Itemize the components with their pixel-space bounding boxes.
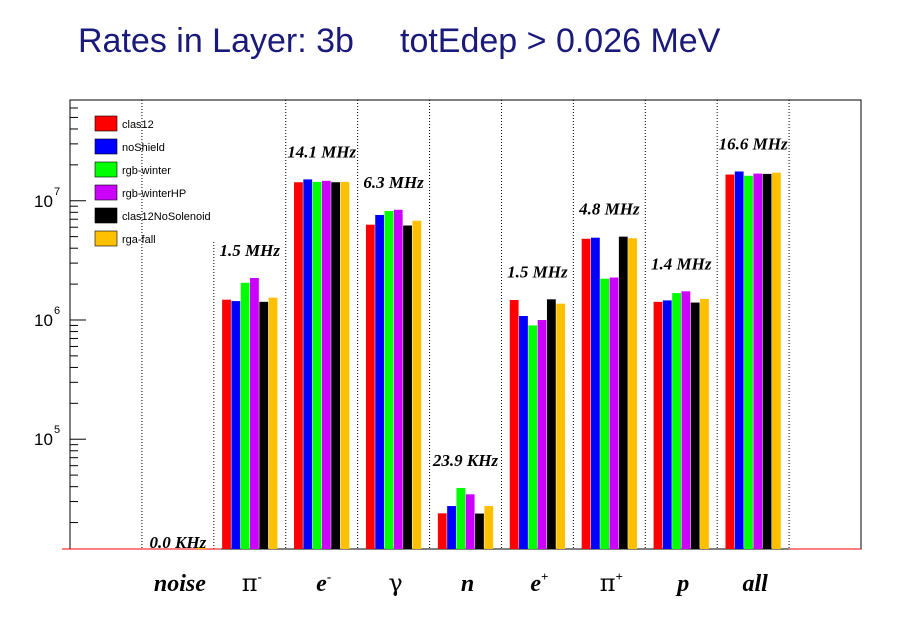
chart-title-right: totEdep > 0.026 MeV <box>400 22 721 60</box>
bar-clas12NoSolenoid <box>259 301 269 549</box>
y-tick-label-base: 10 <box>34 430 53 449</box>
bar-rga-fall <box>268 297 278 549</box>
bar-clas12NoSolenoid <box>618 236 628 549</box>
bar-clas12NoSolenoid <box>762 173 772 549</box>
bar-rgb-winter <box>456 487 466 549</box>
y-tick-label-exponent: 7 <box>54 186 60 198</box>
rate-label: 0.0 KHz <box>150 533 207 552</box>
category-label: π- <box>242 569 262 597</box>
category-label: all <box>742 571 768 597</box>
category-label: noise <box>154 571 206 597</box>
bar-noShield <box>590 237 600 550</box>
legend-swatch-rga-fall <box>94 230 118 247</box>
bar-clas12 <box>437 513 447 549</box>
legend: clas12 noShield rgb-winter rgb-winterHP clas… <box>94 115 211 247</box>
chart-title-left: Rates in Layer: 3b <box>78 22 354 60</box>
rate-label: 4.8 MHz <box>578 200 640 219</box>
bar-rga-fall <box>771 172 781 550</box>
rate-label: 1.5 MHz <box>507 262 568 281</box>
rate-label: 14.1 MHz <box>287 142 356 161</box>
rate-label: 23.9 KHz <box>432 451 499 470</box>
rate-label: 1.5 MHz <box>220 241 281 260</box>
bar-clas12 <box>581 238 591 549</box>
bar-rga-fall <box>484 506 494 549</box>
bar-rgb-winterHP <box>393 209 403 549</box>
legend-label-clas12NoSolenoid: clas12NoSolenoid <box>122 211 211 223</box>
bar-noShield <box>734 171 744 549</box>
bar-rga-fall <box>196 547 206 549</box>
bar-rgb-winter <box>672 293 681 549</box>
bar-clas12NoSolenoid <box>331 182 341 549</box>
bar-rgb-winterHP <box>465 494 475 549</box>
y-tick-label-exponent: 5 <box>54 424 60 436</box>
bar-rgb-winterHP <box>753 173 763 549</box>
bar-noShield <box>303 179 313 549</box>
bar-rga-fall <box>412 220 422 549</box>
legend-swatch-clas12 <box>94 115 118 132</box>
legend-label-rgb-winter: rgb-winter <box>122 165 171 177</box>
bar-noShield <box>519 316 528 549</box>
bar-rgb-winterHP <box>321 180 331 550</box>
bar-clas12NoSolenoid <box>475 513 484 549</box>
bar-clas12 <box>365 224 375 550</box>
bar-clas12NoSolenoid <box>546 299 556 549</box>
category-label: e- <box>316 569 331 597</box>
bar-rgb-winter <box>528 325 538 549</box>
plot-frame <box>69 99 862 550</box>
bar-rgb-winterHP <box>537 319 547 549</box>
bar-rgb-winter <box>312 181 322 549</box>
rate-label: 6.3 MHz <box>363 173 424 192</box>
y-tick-label-base: 10 <box>34 311 53 330</box>
category-label: γ <box>388 569 402 597</box>
category-label: π+ <box>600 569 623 597</box>
bar-noShield <box>375 214 385 550</box>
legend-swatch-clas12NoSolenoid <box>94 207 118 224</box>
bar-rgb-winterHP <box>681 291 691 549</box>
category-label: n <box>461 571 474 597</box>
bar-rga-fall <box>340 181 350 549</box>
bar-noShield <box>662 300 672 549</box>
bar-rgb-winter <box>384 211 394 549</box>
rate-label: 1.4 MHz <box>651 254 712 273</box>
legend-label-rga-fall: rga-fall <box>122 234 156 246</box>
bar-noShield <box>231 301 241 549</box>
bar-clas12 <box>222 299 231 549</box>
bar-rga-fall <box>700 298 709 549</box>
bar-clas12 <box>725 174 735 549</box>
bar-clas12NoSolenoid <box>403 225 412 550</box>
legend-swatch-rgb-winterHP <box>94 184 118 201</box>
legend-swatch-noShield <box>94 138 118 155</box>
legend-label-clas12: clas12 <box>122 119 154 131</box>
legend-swatch-rgb-winter <box>94 161 118 178</box>
bar-rga-fall <box>556 303 566 549</box>
bar-clas12NoSolenoid <box>690 302 700 549</box>
bar-rgb-winter <box>240 282 250 549</box>
bar-clas12 <box>509 300 519 549</box>
legend-label-noShield: noShield <box>122 142 165 154</box>
bar-rga-fall <box>628 238 637 549</box>
bar-rgb-winter <box>744 175 753 549</box>
bar-clas12 <box>653 301 663 549</box>
y-tick-label-exponent: 6 <box>54 305 60 317</box>
bar-clas12 <box>294 182 303 549</box>
y-tick-label-base: 10 <box>34 192 53 211</box>
bar-rgb-winterHP <box>250 277 259 549</box>
rate-label: 16.6 MHz <box>719 134 788 153</box>
bar-noShield <box>447 506 456 549</box>
bar-rgb-winter <box>600 278 610 549</box>
bar-rgb-winterHP <box>609 277 619 549</box>
category-label: p <box>675 571 689 597</box>
legend-label-rgb-winterHP: rgb-winterHP <box>122 188 186 200</box>
category-label: e+ <box>530 569 548 597</box>
